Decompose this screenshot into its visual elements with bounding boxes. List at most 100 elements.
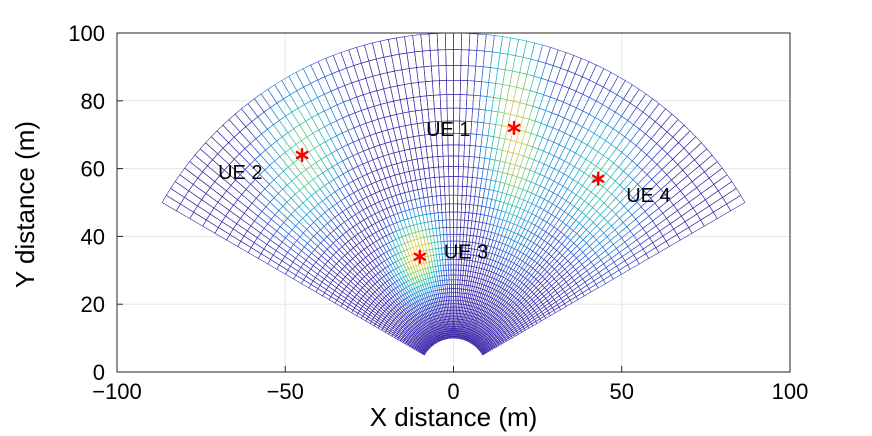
mesh-cell xyxy=(472,94,481,110)
mesh-cell xyxy=(453,176,459,187)
mesh-cell xyxy=(415,109,424,124)
mesh-cell xyxy=(443,176,450,187)
y-tick-label: 20 xyxy=(81,292,105,317)
ue-marker xyxy=(413,249,427,264)
mesh-cell xyxy=(437,49,447,66)
mesh-cell xyxy=(456,219,462,228)
mesh-cell xyxy=(491,97,501,113)
mesh-cell xyxy=(507,37,520,56)
mesh-cell xyxy=(453,49,462,66)
mesh-cell xyxy=(349,96,362,114)
asterisk-stroke xyxy=(295,150,309,160)
mesh-cell xyxy=(342,114,355,131)
mesh-cell xyxy=(616,80,633,100)
mesh-cell xyxy=(439,94,448,109)
mesh-cell xyxy=(461,185,468,196)
mesh-cell xyxy=(588,64,605,84)
mesh-cell xyxy=(439,80,448,96)
mesh-cell xyxy=(174,174,194,192)
mesh-cell xyxy=(504,53,516,72)
mesh-cell xyxy=(595,68,612,88)
mesh-cell xyxy=(337,85,351,103)
mesh-cell xyxy=(331,70,346,89)
mesh-cell xyxy=(457,185,463,196)
mesh-cell xyxy=(281,75,298,96)
mesh-cell xyxy=(574,58,590,78)
mesh-cell xyxy=(557,101,571,119)
mesh-cell xyxy=(456,211,462,221)
ue-marker xyxy=(295,147,309,163)
mesh-cell xyxy=(161,194,181,212)
mesh-cell xyxy=(471,108,480,123)
mesh-cell xyxy=(404,35,415,54)
mesh-cell xyxy=(493,83,503,99)
ue-markers: UE 1 UE 2 UE 3 UE 4 xyxy=(218,119,671,264)
mesh-cell xyxy=(449,226,454,235)
x-tick-label: −50 xyxy=(267,379,304,404)
mesh-cell xyxy=(436,32,447,51)
mesh-cell xyxy=(462,176,468,187)
mesh-cell xyxy=(443,166,450,178)
mesh-cell xyxy=(413,96,423,112)
mesh-cell xyxy=(717,181,737,198)
mesh-cell xyxy=(457,194,463,205)
mesh-cell xyxy=(453,79,461,95)
mesh-cell xyxy=(642,98,660,118)
y-tick-label: 80 xyxy=(81,89,105,114)
mesh-cell xyxy=(274,80,291,100)
mesh-cell xyxy=(457,203,462,213)
x-tick-label: 50 xyxy=(610,379,634,404)
mesh-cell xyxy=(465,94,474,110)
mesh-cell xyxy=(458,155,465,168)
mesh-cell xyxy=(459,80,468,96)
mesh-cell xyxy=(406,51,417,69)
mesh-cell xyxy=(448,185,454,196)
mesh-cell xyxy=(453,211,458,221)
mesh-cell xyxy=(449,211,454,221)
mesh-cell xyxy=(344,82,358,100)
mesh-cell xyxy=(446,79,454,95)
mesh-cell xyxy=(461,195,467,205)
mesh-cell xyxy=(609,75,626,96)
mesh-cell xyxy=(457,176,464,187)
mesh-cell xyxy=(363,148,374,163)
ue-label: UE 4 xyxy=(626,185,670,207)
x-tick-label: 0 xyxy=(447,379,459,404)
mesh-cell xyxy=(346,65,360,84)
mesh-cell xyxy=(463,155,470,168)
y-tick-label: 100 xyxy=(68,21,105,46)
mesh-cell xyxy=(568,73,583,92)
asterisk-stroke xyxy=(591,174,605,183)
mesh-cell xyxy=(556,85,570,103)
mesh-cell xyxy=(563,87,577,106)
mesh-cell xyxy=(552,114,565,131)
mesh-cell xyxy=(460,49,470,66)
mesh-cell xyxy=(499,84,510,101)
mesh-cell xyxy=(170,181,190,198)
mesh-cell xyxy=(602,72,619,92)
mesh-cell xyxy=(444,194,450,205)
mesh-cell xyxy=(726,194,746,212)
mesh-cell xyxy=(722,187,742,205)
mesh-cell xyxy=(448,194,454,205)
mesh-cell xyxy=(442,155,449,168)
mesh-cell xyxy=(358,137,370,152)
mesh-cell xyxy=(445,32,454,50)
mesh-cell xyxy=(438,65,447,81)
mesh-cell xyxy=(359,122,371,138)
heatmap-mesh xyxy=(161,32,746,356)
mesh-cell xyxy=(495,68,506,85)
mesh-cell xyxy=(325,54,340,75)
mesh-cell xyxy=(354,110,367,126)
mesh-cell xyxy=(260,88,278,108)
mesh-cell xyxy=(468,33,479,51)
mesh-cell xyxy=(476,33,487,52)
mesh-cell xyxy=(336,101,350,119)
mesh-cell xyxy=(453,166,459,177)
mesh-cell xyxy=(468,49,478,67)
mesh-cell xyxy=(165,187,185,205)
mesh-cell xyxy=(460,211,466,221)
mesh-cell xyxy=(445,64,454,81)
mesh-cell xyxy=(295,68,312,88)
